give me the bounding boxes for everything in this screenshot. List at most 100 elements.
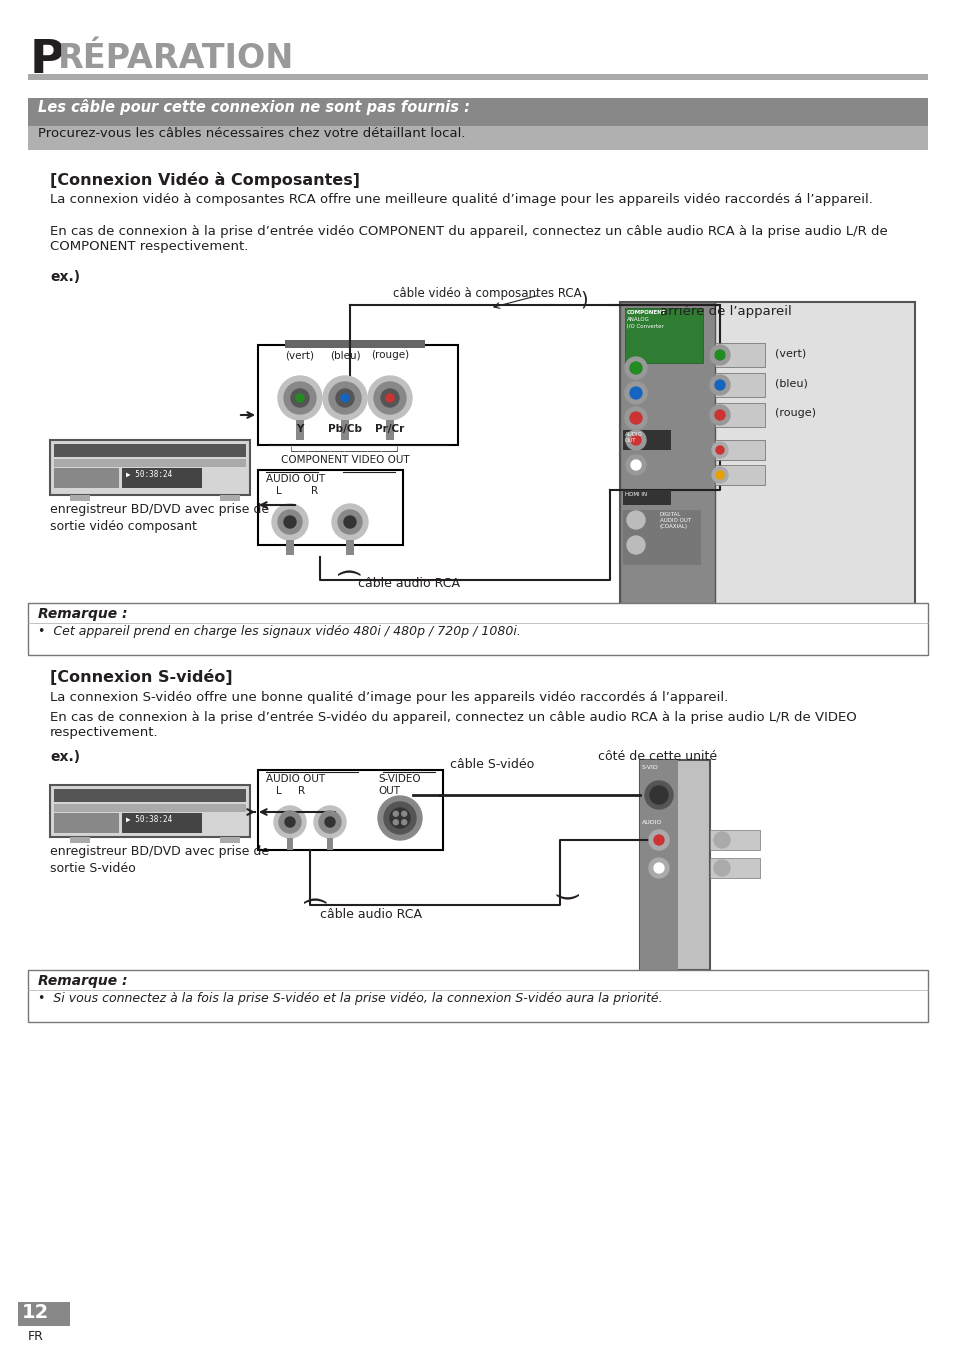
Bar xyxy=(639,760,709,971)
Text: câble audio RCA: câble audio RCA xyxy=(319,909,421,921)
Circle shape xyxy=(295,394,304,402)
Text: P: P xyxy=(30,38,65,84)
Circle shape xyxy=(714,410,724,421)
Circle shape xyxy=(335,390,354,407)
Circle shape xyxy=(323,376,367,421)
Text: RÉPARATION: RÉPARATION xyxy=(58,42,294,75)
Bar xyxy=(257,470,402,545)
Circle shape xyxy=(648,830,668,851)
Bar xyxy=(622,491,670,506)
Text: •  Cet appareil prend en charge les signaux vidéo 480i / 480p / 720p / 1080i.: • Cet appareil prend en charge les signa… xyxy=(38,625,520,638)
Bar xyxy=(54,813,119,833)
Text: COMPONENT: COMPONENT xyxy=(626,310,666,315)
Circle shape xyxy=(401,811,406,817)
Circle shape xyxy=(624,407,646,429)
Text: arrière de l’appareil: arrière de l’appareil xyxy=(659,305,791,318)
Circle shape xyxy=(629,363,641,373)
Bar xyxy=(18,1302,70,1326)
Text: ▶ 50:38:24: ▶ 50:38:24 xyxy=(126,470,172,479)
Text: (vert): (vert) xyxy=(285,350,314,360)
Bar xyxy=(709,830,760,851)
Text: câble audio RCA: câble audio RCA xyxy=(357,577,459,590)
Text: ): ) xyxy=(335,565,359,574)
Circle shape xyxy=(630,435,640,445)
Circle shape xyxy=(648,857,668,878)
Circle shape xyxy=(716,470,723,479)
Text: S-VID: S-VID xyxy=(641,766,659,770)
Circle shape xyxy=(649,786,667,803)
Bar xyxy=(122,468,202,488)
Bar xyxy=(50,439,250,495)
Text: (rouge): (rouge) xyxy=(774,408,815,418)
Circle shape xyxy=(337,510,361,534)
Circle shape xyxy=(713,860,729,876)
Bar xyxy=(622,430,670,450)
Bar xyxy=(50,785,250,837)
Bar xyxy=(624,307,702,363)
Bar xyxy=(28,603,927,655)
Circle shape xyxy=(654,834,663,845)
Text: AUDIO OUT: AUDIO OUT xyxy=(266,474,325,484)
Circle shape xyxy=(393,811,397,817)
Text: Procurez-vous les câbles nécessaires chez votre détaillant local.: Procurez-vous les câbles nécessaires che… xyxy=(38,127,465,140)
Bar xyxy=(28,74,927,80)
Text: câble S-vidéo: câble S-vidéo xyxy=(450,758,534,771)
Bar xyxy=(28,971,927,1022)
Circle shape xyxy=(278,811,301,833)
Text: enregistreur BD/DVD avec prise de
sortie vidéo composant: enregistreur BD/DVD avec prise de sortie… xyxy=(50,503,269,532)
Circle shape xyxy=(374,381,406,414)
Text: S-VIDEO
OUT: S-VIDEO OUT xyxy=(377,774,420,797)
Bar xyxy=(220,837,240,842)
Circle shape xyxy=(332,504,368,541)
Text: Pb/Cb: Pb/Cb xyxy=(328,425,361,434)
Text: FR: FR xyxy=(28,1330,44,1343)
Text: AUDIO: AUDIO xyxy=(641,820,661,825)
Text: L         R: L R xyxy=(275,487,317,496)
Circle shape xyxy=(709,345,729,365)
Bar xyxy=(54,789,246,802)
Text: Remarque :: Remarque : xyxy=(38,975,128,988)
Circle shape xyxy=(285,817,294,828)
Bar xyxy=(54,803,246,811)
Text: HDMI IN: HDMI IN xyxy=(624,492,646,497)
Circle shape xyxy=(624,381,646,404)
Text: [Connexion Vidéo à Composantes]: [Connexion Vidéo à Composantes] xyxy=(50,173,359,187)
Text: AUDIO OUT: AUDIO OUT xyxy=(266,774,325,785)
Circle shape xyxy=(318,811,340,833)
Circle shape xyxy=(329,381,360,414)
Circle shape xyxy=(377,797,421,840)
Circle shape xyxy=(714,350,724,360)
Circle shape xyxy=(291,390,309,407)
Bar xyxy=(709,857,760,878)
Bar xyxy=(714,373,764,398)
Circle shape xyxy=(654,863,663,874)
Bar xyxy=(386,421,394,439)
Circle shape xyxy=(386,394,394,402)
Bar xyxy=(622,510,700,565)
Circle shape xyxy=(625,430,645,450)
Circle shape xyxy=(277,510,302,534)
Circle shape xyxy=(711,466,727,483)
Text: En cas de connexion à la prise d’entrée S-vidéo du appareil, connectez un câble : En cas de connexion à la prise d’entrée … xyxy=(50,710,856,739)
Bar xyxy=(70,495,90,501)
Circle shape xyxy=(626,537,644,554)
Text: ANALOG: ANALOG xyxy=(626,317,649,322)
Text: (bleu): (bleu) xyxy=(330,350,360,360)
Circle shape xyxy=(368,376,412,421)
Text: ex.): ex.) xyxy=(50,270,80,284)
Bar xyxy=(714,465,764,485)
Text: enregistreur BD/DVD avec prise de
sortie S-vidéo: enregistreur BD/DVD avec prise de sortie… xyxy=(50,845,269,875)
Circle shape xyxy=(384,802,416,834)
Bar xyxy=(619,302,714,612)
Circle shape xyxy=(314,806,346,838)
Text: câble vidéo à composantes RCA: câble vidéo à composantes RCA xyxy=(393,287,581,301)
Text: (vert): (vert) xyxy=(774,348,805,359)
Text: └──────────────────────┘: └──────────────────────┘ xyxy=(289,448,400,456)
Text: ex.): ex.) xyxy=(50,749,80,764)
Bar xyxy=(54,460,246,466)
Circle shape xyxy=(284,381,315,414)
Circle shape xyxy=(340,394,349,402)
Circle shape xyxy=(344,516,355,528)
Bar xyxy=(714,403,764,427)
Circle shape xyxy=(626,511,644,528)
